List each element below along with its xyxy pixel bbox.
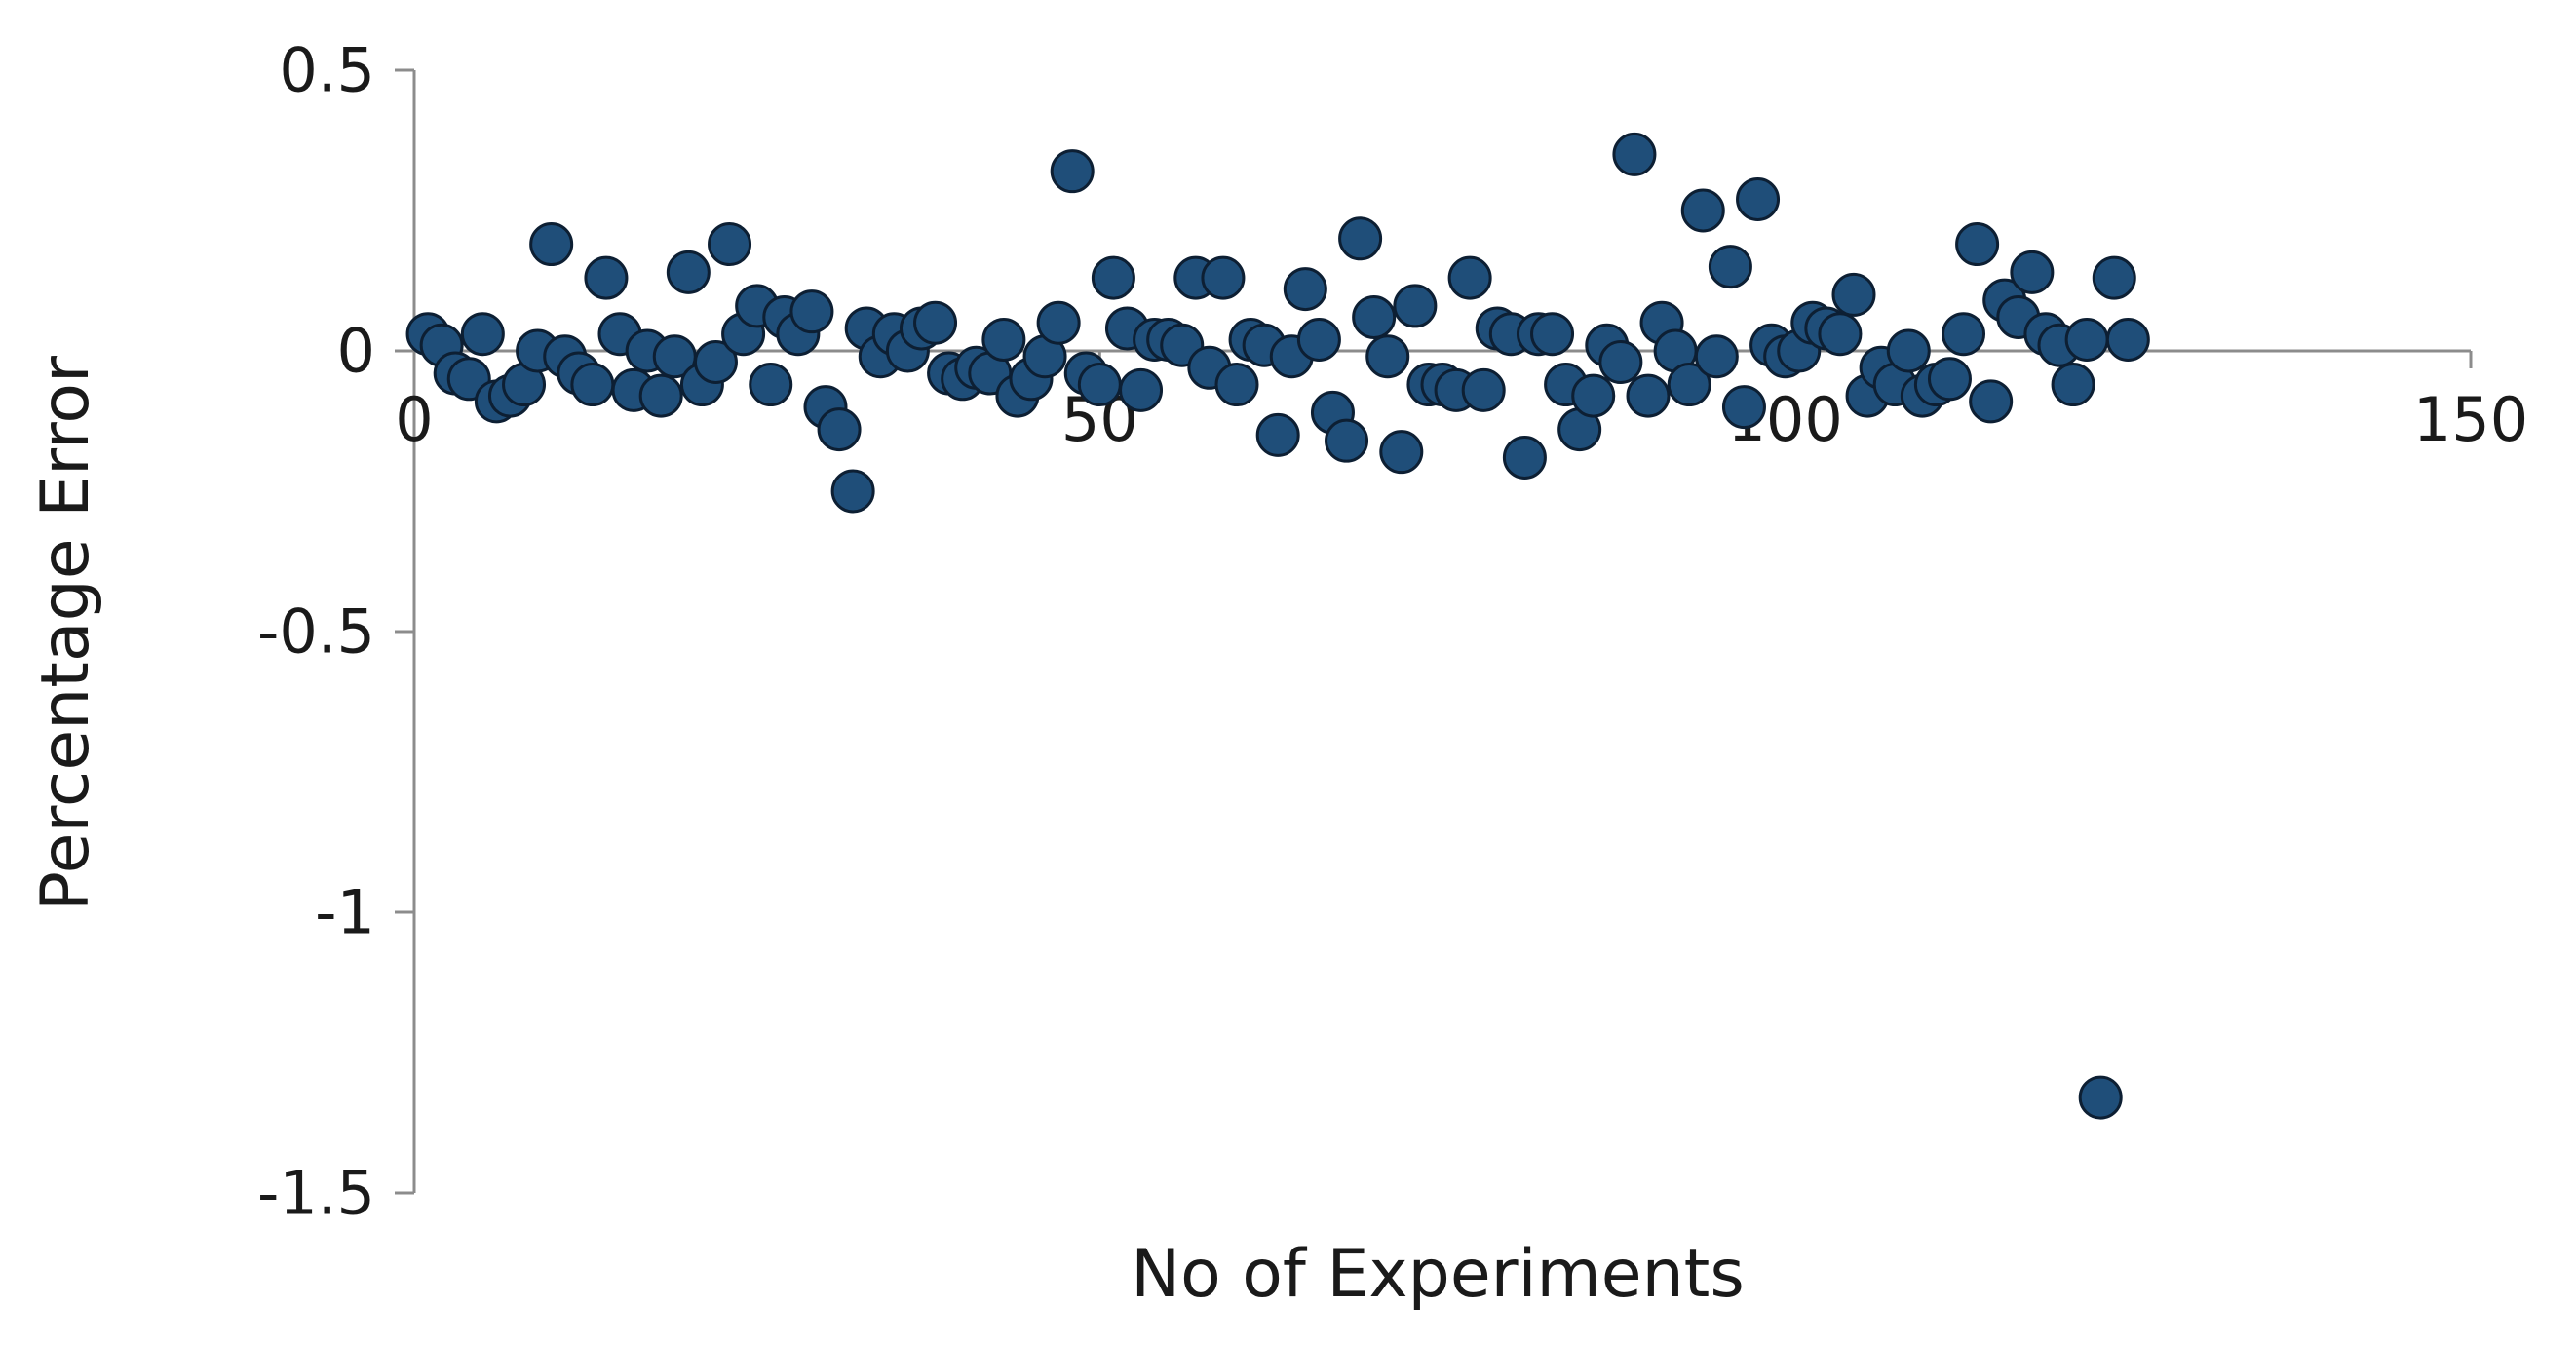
y-tick-label: -1.5	[257, 1158, 375, 1229]
data-point	[584, 255, 629, 300]
x-axis-title: No of Experiments	[1131, 1236, 1745, 1313]
data-point	[1379, 430, 1424, 475]
data-point	[1461, 367, 1506, 412]
data-point	[1077, 363, 1122, 407]
data-point	[1091, 255, 1135, 300]
data-point	[830, 469, 875, 514]
data-point	[1598, 340, 1643, 385]
data-point	[1612, 132, 1657, 176]
data-point	[789, 289, 834, 334]
data-point	[1942, 312, 1986, 357]
data-point	[1831, 272, 1876, 317]
data-point	[1736, 176, 1781, 221]
data-point	[1571, 373, 1616, 418]
data-point	[1969, 379, 2014, 424]
y-tick-label: -1	[315, 877, 375, 948]
data-point	[1886, 328, 1931, 373]
data-point	[1680, 188, 1725, 233]
data-point	[1325, 418, 1369, 463]
x-tick-label: 150	[2413, 384, 2528, 455]
data-point	[1036, 300, 1081, 345]
data-point	[2105, 317, 2150, 362]
data-point	[2051, 363, 2095, 407]
data-point	[1296, 317, 1341, 362]
data-point	[913, 300, 958, 345]
data-point	[529, 222, 574, 267]
data-point	[1338, 216, 1383, 261]
data-point	[1955, 222, 2000, 267]
y-tick-label: 0.5	[279, 35, 375, 106]
data-point	[1818, 312, 1863, 357]
data-point	[1667, 363, 1711, 407]
data-point	[1708, 245, 1752, 289]
data-point	[693, 340, 738, 385]
data-point	[460, 312, 505, 357]
data-point	[1393, 284, 1438, 328]
data-point	[1502, 435, 1547, 480]
data-point	[638, 373, 683, 418]
data-point	[1201, 255, 1246, 300]
data-point	[1119, 367, 1164, 412]
x-tick-label: 0	[395, 384, 433, 455]
data-point	[2064, 317, 2109, 362]
data-point	[1214, 363, 1259, 407]
data-point	[708, 222, 752, 267]
data-point	[817, 407, 862, 452]
data-point	[1255, 412, 1300, 457]
data-point	[1721, 385, 1766, 430]
data-point	[2092, 255, 2136, 300]
ticks: 0.50-0.5-1-1.50 50 100 150	[257, 35, 2528, 1229]
data-point	[2078, 1075, 2123, 1120]
data-point	[1365, 334, 1410, 379]
data-point	[1352, 294, 1397, 339]
data-point	[2010, 250, 2055, 294]
data-point	[666, 250, 711, 294]
data-point	[1050, 149, 1095, 194]
data-point	[981, 317, 1026, 362]
y-tick-label: -0.5	[257, 596, 375, 668]
data-point	[1694, 334, 1739, 379]
data-point	[1447, 255, 1492, 300]
data-point	[749, 363, 793, 407]
data-point	[1927, 357, 1972, 402]
data-point	[570, 363, 615, 407]
y-tick-label: 0	[337, 316, 375, 387]
data-points	[405, 132, 2150, 1120]
y-axis-title: Percentage Error	[27, 356, 104, 911]
data-point	[1283, 267, 1327, 312]
data-point	[1626, 373, 1671, 418]
data-point	[1530, 312, 1575, 357]
